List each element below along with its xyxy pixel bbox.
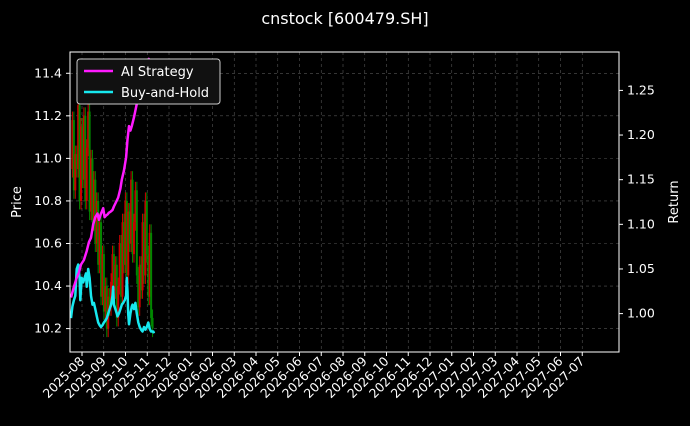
- price-candle-body: [151, 317, 154, 329]
- price-candle-body: [100, 222, 103, 297]
- price-candle-body: [144, 200, 147, 276]
- price-candle-body: [80, 126, 83, 201]
- price-candle-body: [111, 254, 114, 282]
- price-candle-body: [84, 115, 87, 201]
- price-candle-body: [91, 158, 94, 223]
- price-candle-body: [110, 281, 113, 308]
- price-candle-body: [148, 232, 151, 297]
- series-line-buy-and-hold: [69, 263, 156, 334]
- price-candle-body: [98, 222, 101, 265]
- price-candle-body: [88, 111, 91, 212]
- grid-lines: [70, 52, 619, 352]
- price-candle-body: [138, 264, 141, 308]
- price-candle-body: [118, 243, 121, 287]
- price-candle-body: [102, 254, 105, 312]
- left-axis-ticks: 10.2 10.4 10.6 10.8 11.0 11.2 11.4: [34, 65, 70, 336]
- price-candle-body: [132, 222, 135, 255]
- x-axis-ticks: 2025-082025-092025-102025-112025-122026-…: [40, 352, 587, 401]
- price-candle-body: [134, 190, 137, 223]
- price-candle-body: [81, 126, 84, 180]
- price-candle-body: [77, 105, 80, 170]
- legend-label-bh: Buy-and-Hold: [121, 86, 209, 101]
- price-candle-body: [128, 211, 131, 244]
- price-candle-body: [82, 115, 85, 180]
- price-candle-body: [74, 154, 77, 191]
- price-candle-body: [117, 286, 120, 318]
- price-candle-body: [97, 200, 100, 265]
- price-candle-body: [72, 120, 75, 191]
- right-tick-label: 1.00: [627, 306, 655, 321]
- price-candle-body: [85, 147, 88, 201]
- price-candle-body: [92, 179, 95, 223]
- left-tick-label: 10.8: [34, 193, 62, 208]
- price-candle-body: [142, 222, 145, 276]
- price-candle-body: [87, 111, 90, 148]
- right-tick-label: 1.05: [627, 261, 655, 276]
- price-candle-body: [105, 286, 108, 329]
- right-tick-label: 1.25: [627, 82, 655, 97]
- price-candle-body: [124, 200, 127, 265]
- price-candle-body: [137, 275, 140, 308]
- price-candle-body: [114, 264, 117, 291]
- price-candle-body: [90, 158, 93, 212]
- price-candle-body: [131, 179, 134, 255]
- left-tick-label: 10.4: [34, 278, 62, 293]
- strategy-lines: [69, 57, 156, 334]
- price-candle-body: [121, 222, 124, 297]
- price-candle-body: [95, 200, 98, 244]
- legend-label-ai: AI Strategy: [121, 65, 194, 80]
- price-candle-body: [71, 120, 74, 170]
- price-candle-body: [94, 179, 97, 244]
- right-tick-label: 1.20: [627, 127, 655, 142]
- left-tick-label: 10.6: [34, 235, 62, 250]
- right-tick-label: 1.10: [627, 216, 655, 231]
- left-tick-label: 11.4: [34, 65, 62, 80]
- right-tick-label: 1.15: [627, 172, 655, 187]
- right-axis-ticks: 1.00 1.05 1.10 1.15 1.20 1.25: [619, 82, 655, 321]
- price-candle-body: [104, 286, 107, 312]
- price-candle-body: [127, 211, 130, 276]
- legend: AI Strategy Buy-and-Hold: [76, 58, 221, 105]
- left-tick-label: 11.2: [34, 108, 62, 123]
- price-candle-body: [125, 200, 128, 276]
- price-candle-body: [145, 200, 148, 255]
- price-candle-body: [108, 296, 111, 308]
- price-candle-body: [135, 190, 138, 276]
- chart-title: cnstock [600479.SH]: [261, 9, 428, 28]
- left-axis-label: Price: [10, 186, 25, 218]
- price-candle-body: [140, 264, 143, 291]
- price-candle-body: [115, 264, 118, 318]
- price-candle-body: [120, 243, 123, 297]
- price-candle-body: [150, 232, 153, 318]
- right-axis-label: Return: [667, 180, 682, 223]
- price-candle-body: [147, 254, 150, 297]
- price-candle-body: [130, 179, 133, 244]
- price-candle-body: [141, 222, 144, 291]
- price-candle-body: [75, 154, 78, 170]
- left-tick-label: 10.2: [34, 321, 62, 336]
- series-line-ai-strategy: [69, 57, 151, 298]
- price-candle-body: [78, 105, 81, 201]
- left-tick-label: 11.0: [34, 150, 62, 165]
- plot-frame: [69, 51, 620, 353]
- price-candle-body: [112, 254, 115, 291]
- price-candle-body: [122, 222, 125, 265]
- price-candle-body: [101, 254, 104, 297]
